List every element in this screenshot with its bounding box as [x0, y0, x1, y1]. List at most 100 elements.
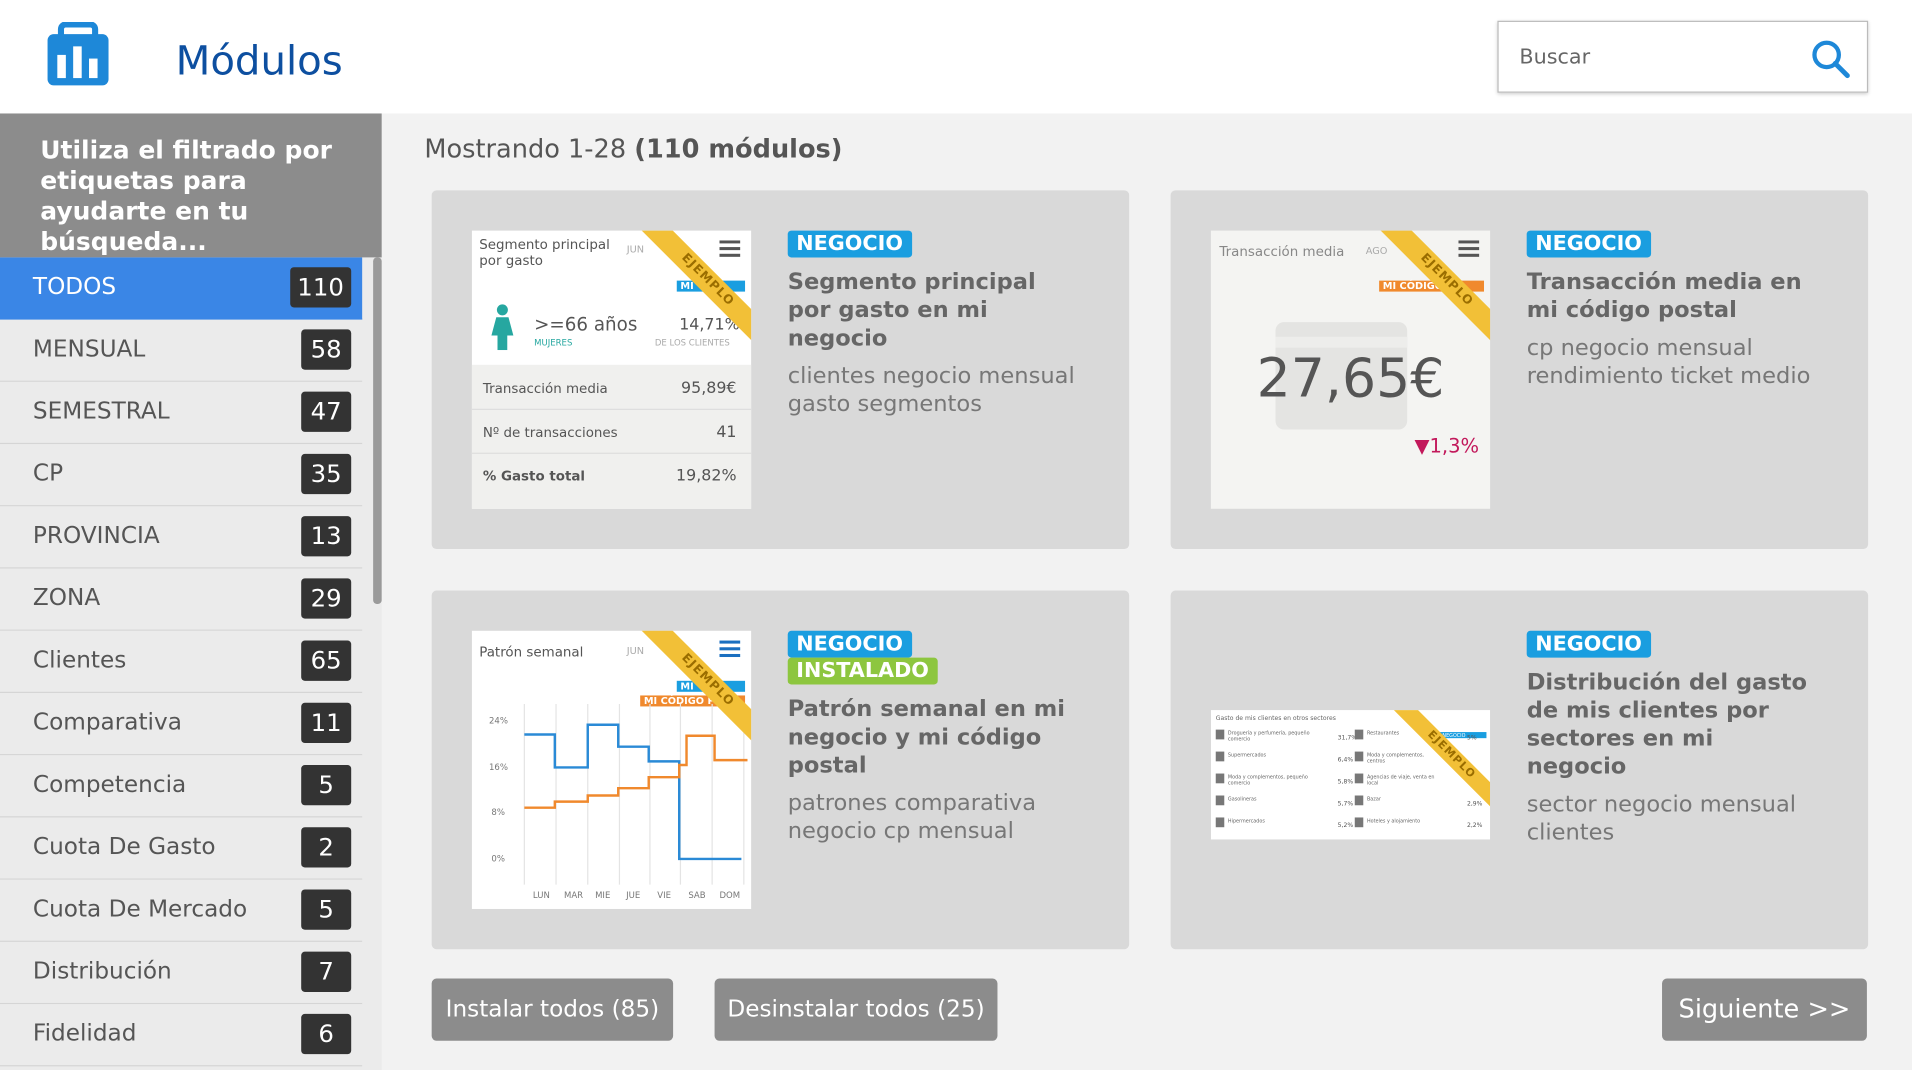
- line-chart: [523, 703, 748, 885]
- filter-count: 6: [301, 1013, 352, 1055]
- filter-count: 5: [301, 889, 352, 930]
- badges: NEGOCIO: [1526, 630, 1832, 658]
- module-card[interactable]: Segmento principal por gasto JUN MI >=66…: [431, 190, 1130, 550]
- filter-item[interactable]: MENSUAL 58: [0, 319, 363, 382]
- search-box[interactable]: Buscar: [1497, 20, 1869, 93]
- filter-label: Cuota De Gasto: [32, 833, 216, 861]
- card-info: NEGOCIO Distribución del gasto de mis cl…: [1526, 630, 1832, 847]
- filter-count: 2: [301, 827, 352, 868]
- preview-title: Transacción media: [1219, 244, 1345, 260]
- filter-item[interactable]: Clientes 65: [0, 630, 363, 694]
- preview-change: ▼1,3%: [1414, 434, 1480, 458]
- sector-value: 6,4%: [1337, 756, 1354, 764]
- preview-title: Patrón semanal: [479, 644, 584, 661]
- y-tick-label: 16%: [488, 762, 508, 773]
- row-label: Nº de transacciones: [482, 424, 618, 441]
- sidebar-hint-box: Utiliza el filtrado por etiquetas para a…: [0, 113, 382, 258]
- filter-item[interactable]: Cuota De Gasto 2: [0, 817, 363, 880]
- filter-count: 7: [301, 951, 352, 992]
- x-tick-label: SAB: [688, 890, 706, 901]
- filter-label: Distribución: [32, 957, 172, 985]
- x-axis: LUN MAR MIE JUE VIE SAB DOM: [472, 891, 751, 903]
- sector-icon: [1215, 751, 1225, 762]
- filter-label: Fidelidad: [32, 1020, 137, 1047]
- filter-item[interactable]: Distribución 7: [0, 941, 363, 1005]
- filter-count: 13: [301, 516, 352, 557]
- filter-item[interactable]: SEMESTRAL 47: [0, 381, 363, 445]
- sector-name: Gasolineras: [1227, 795, 1257, 802]
- filter-count: 65: [301, 640, 352, 681]
- sector-value: 5%: [1466, 734, 1477, 742]
- sector-name: Bazar: [1366, 795, 1381, 802]
- row-label: % Gasto total: [482, 468, 586, 485]
- y-tick-label: 8%: [491, 807, 505, 818]
- search-icon[interactable]: [1811, 39, 1852, 80]
- card-info: NEGOCIOINSTALADO Patrón semanal en mi ne…: [787, 630, 1093, 846]
- row-value: 19,82%: [676, 467, 737, 486]
- person-icon: [491, 304, 514, 351]
- sector-value: 2,2%: [1466, 822, 1483, 830]
- filter-label: Clientes: [32, 646, 127, 674]
- card-info: NEGOCIO Transacción media en mi código p…: [1526, 230, 1832, 391]
- preview: Gasto de mis clientes en otros sectores …: [1210, 631, 1491, 909]
- filter-item[interactable]: Comparativa 11: [0, 693, 363, 756]
- filter-label: Comparativa: [32, 708, 182, 736]
- card-tags: clientes negocio mensual gasto segmentos: [787, 363, 1075, 418]
- preview-value: 27,65€: [1256, 347, 1445, 410]
- filter-count: 11: [301, 702, 352, 744]
- x-tick-label: VIE: [657, 890, 672, 901]
- filter-item[interactable]: CP 35: [0, 444, 363, 507]
- card-title: Distribución del gasto de mis clientes p…: [1526, 669, 1808, 780]
- sector-value: 2,9%: [1466, 800, 1483, 808]
- filter-label: TODOS: [32, 273, 117, 301]
- filter-item[interactable]: Competencia 5: [0, 755, 363, 818]
- filter-item[interactable]: Cuota De Mercado 5: [0, 879, 363, 942]
- badges: NEGOCIOINSTALADO: [787, 630, 1093, 685]
- filter-item[interactable]: PROVINCIA 13: [0, 506, 363, 569]
- card-tags: patrones comparativa negocio cp mensual: [787, 790, 1037, 845]
- sector-value: 5,7%: [1337, 800, 1354, 808]
- sector-name: Moda y complementos, centros: [1366, 751, 1424, 764]
- install-all-button[interactable]: Instalar todos (85): [431, 978, 674, 1041]
- sector-name: Supermercados: [1227, 751, 1267, 758]
- module-card[interactable]: Gasto de mis clientes en otros sectores …: [1170, 590, 1869, 950]
- card-title: Transacción media en mi código postal: [1526, 269, 1802, 324]
- sector-icon: [1354, 817, 1364, 828]
- filter-item[interactable]: Fidelidad 6: [0, 1004, 363, 1067]
- x-tick-label: LUN: [532, 890, 550, 901]
- card-info: NEGOCIO Segmento principal por gasto en …: [787, 230, 1093, 419]
- filter-count: 58: [301, 329, 352, 370]
- preview-month: AGO: [1365, 245, 1388, 257]
- filter-item[interactable]: TODOS 110: [0, 257, 363, 320]
- showing-total: (110 módulos): [634, 134, 843, 164]
- sector-icon: [1354, 795, 1364, 806]
- next-button[interactable]: Siguiente >>: [1662, 978, 1867, 1041]
- sector-preview: Gasto de mis clientes en otros sectores …: [1210, 710, 1491, 840]
- sector-name: Hoteles y alojamiento: [1366, 817, 1421, 824]
- sector-name: Agencias de viaje, venta en local: [1366, 773, 1435, 786]
- segment: >=66 años: [534, 313, 638, 336]
- sector-name: Restaurantes: [1366, 729, 1400, 736]
- sector-value: 31,7%: [1337, 734, 1358, 742]
- preview-label: MI CÓDIGO P: [640, 695, 746, 707]
- row-value: 41: [716, 423, 737, 442]
- preview-title: Segmento principal por gasto: [479, 236, 610, 269]
- scrollbar[interactable]: [373, 257, 382, 604]
- x-tick-label: MAR: [563, 890, 584, 901]
- results-count: Mostrando 1-28 (110 módulos): [424, 134, 842, 163]
- row-label: Transacción media: [482, 380, 608, 397]
- x-tick-label: MIE: [595, 890, 611, 901]
- card-tags: cp negocio mensual rendimiento ticket me…: [1526, 335, 1811, 390]
- filter-label: CP: [32, 459, 64, 487]
- ribbon: EJEMPLO: [1380, 710, 1491, 826]
- badge: NEGOCIO: [1526, 630, 1651, 658]
- uninstall-all-button[interactable]: Desinstalar todos (25): [714, 978, 998, 1041]
- preview: Patrón semanal JUN MI MI CÓDIGO P 24% 16…: [471, 630, 752, 909]
- module-card[interactable]: Transacción media AGO MI CÓDIGO 27,65€ ▼…: [1170, 190, 1869, 550]
- module-card[interactable]: Patrón semanal JUN MI MI CÓDIGO P 24% 16…: [431, 590, 1130, 950]
- filter-item[interactable]: ZONA 29: [0, 568, 363, 631]
- y-tick-label: 24%: [488, 716, 508, 726]
- sector-icon: [1215, 795, 1225, 806]
- filter-count: 47: [301, 391, 352, 432]
